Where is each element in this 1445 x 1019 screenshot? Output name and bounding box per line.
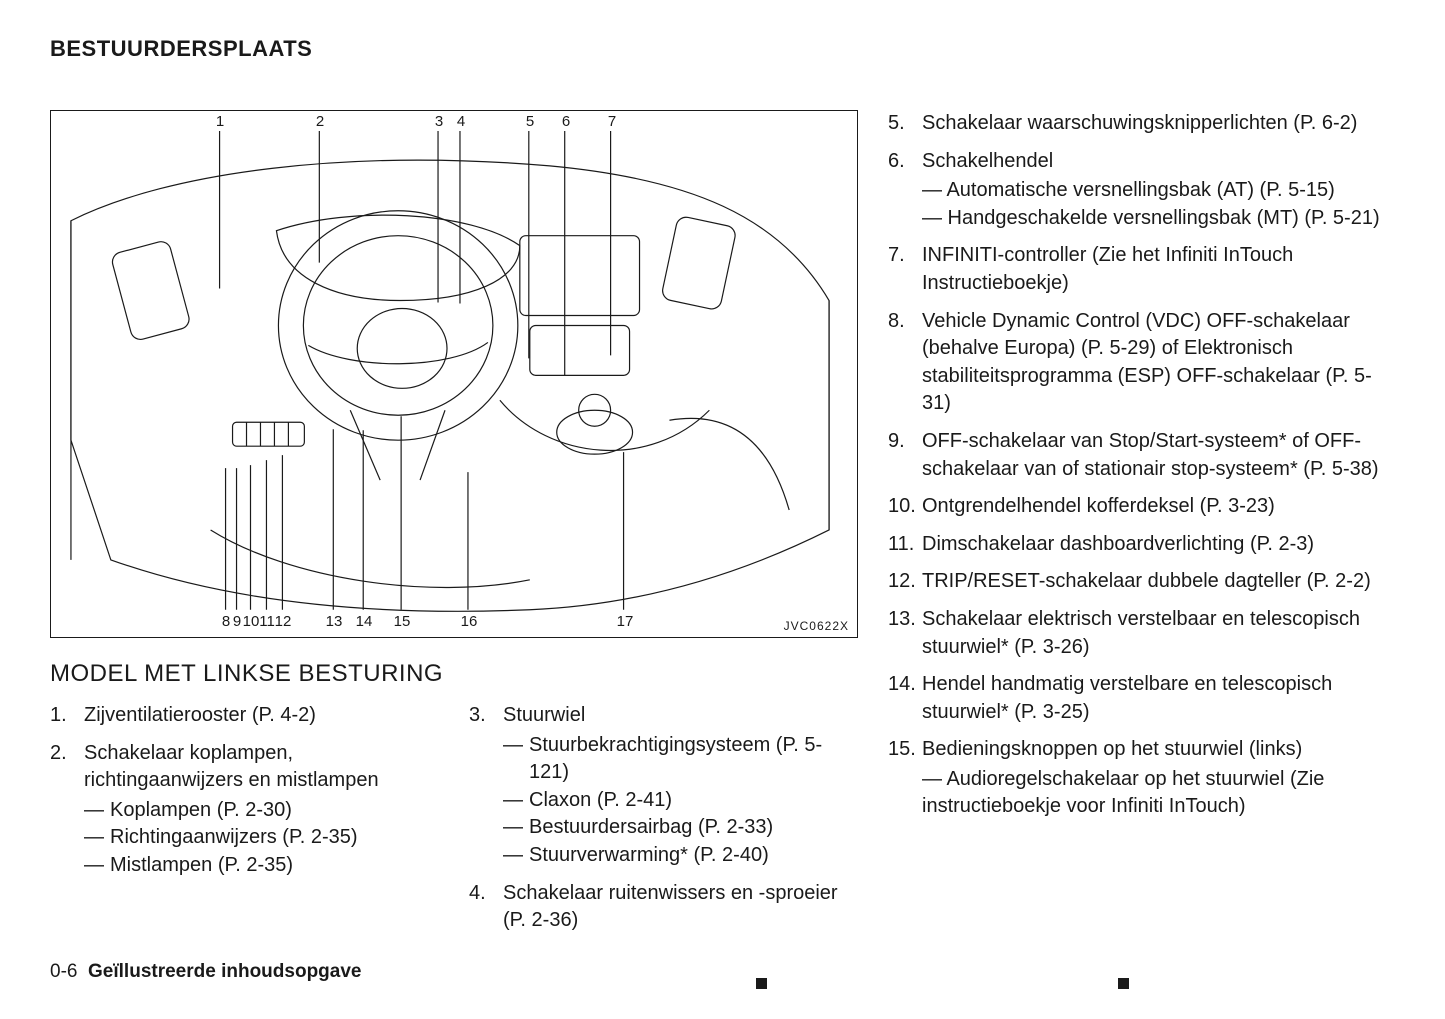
item-number: 9. [888, 428, 916, 456]
crop-mark [1118, 978, 1129, 989]
callout-number: 10 [243, 613, 260, 630]
item-text: Vehicle Dynamic Control (VDC) OFF-schake… [922, 310, 1372, 415]
list-item: 9.OFF-schakelaar van Stop/Start-systeem*… [888, 428, 1395, 483]
item-text: Bedieningsknoppen op het stuurwiel (link… [922, 738, 1302, 760]
callout-number: 5 [526, 113, 534, 130]
sub-list: Stuurbekrachtigingsysteem (P. 5-121)Clax… [503, 732, 860, 870]
sub-item: — Audioregelschakelaar op het stuurwiel … [922, 766, 1395, 821]
dashboard-line-art [51, 111, 857, 638]
subheading: MODEL MET LINKSE BESTURING [50, 660, 860, 688]
sub-block: — Audioregelschakelaar op het stuurwiel … [922, 766, 1395, 821]
list-col-1: 1. Zijventilatierooster (P. 4-2) 2.Schakel… [50, 702, 441, 880]
list-item: 1. Zijventilatierooster (P. 4-2) [50, 702, 441, 730]
left-column: 1234567 891011121314151617 JVC0622X MODE… [50, 110, 860, 945]
list-item: 3. Stuurwiel Stuurbekrachtigingsysteem (P.… [469, 702, 860, 870]
item-number: 12. [888, 568, 916, 596]
item-text: Schakelaar ruitenwissers en -sproeier (P… [503, 882, 838, 932]
item-number: 4. [469, 880, 497, 908]
list-item: 8.Vehicle Dynamic Control (VDC) OFF-scha… [888, 308, 1395, 418]
sub-item: — Automatische versnellingsbak (AT) (P. … [922, 177, 1395, 205]
list-item: 12. TRIP/RESET-schakelaar dubbele dagtell… [888, 568, 1395, 596]
sub-item: — Handgeschakelde versnellingsbak (MT) (… [922, 205, 1395, 233]
list-item: 13.Schakelaar elektrisch verstelbaar en … [888, 606, 1395, 661]
page-title: Geïllustreerde inhoudsopgave [88, 961, 361, 982]
item-number: 10. [888, 493, 916, 521]
sub-item: Stuurverwarming* (P. 2-40) [503, 842, 860, 870]
right-column: 5. Schakelaar waarschuwingsknipperlichten… [888, 110, 1395, 945]
sub-item: Mistlampen (P. 2-35) [84, 852, 441, 880]
list-item: 11. Dimschakelaar dashboardverlichting (P… [888, 531, 1395, 559]
callout-number: 14 [356, 613, 373, 630]
item-number: 1. [50, 702, 78, 730]
item-number: 13. [888, 606, 916, 634]
item-number: 6. [888, 148, 916, 176]
item-text: Stuurwiel [503, 704, 585, 726]
callout-number: 3 [435, 113, 443, 130]
item-number: 3. [469, 702, 497, 730]
item-text: Schakelhendel [922, 150, 1053, 172]
item-text: INFINITI-controller (Zie het Infiniti In… [922, 244, 1293, 294]
page-number: 0-6 [50, 961, 77, 982]
callout-number: 13 [326, 613, 343, 630]
callout-number: 16 [461, 613, 478, 630]
dashboard-figure: 1234567 891011121314151617 JVC0622X [50, 110, 858, 638]
list-item: 6. Schakelhendel — Automatische versnellin… [888, 148, 1395, 233]
item-text: Schakelaar waarschuwingsknipperlichten (… [922, 112, 1357, 134]
item-text: Dimschakelaar dashboardverlichting (P. 2… [922, 533, 1314, 555]
list-item: 4.Schakelaar ruitenwissers en -sproeier … [469, 880, 860, 935]
item-text: Ontgrendelhendel kofferdeksel (P. 3-23) [922, 495, 1275, 517]
sub-item: Stuurbekrachtigingsysteem (P. 5-121) [503, 732, 860, 787]
sub-list: Koplampen (P. 2-30)Richtingaanwijzers (P… [84, 797, 441, 880]
figure-caption: JVC0622X [784, 619, 849, 633]
list-item: 14.Hendel handmatig verstelbare en teles… [888, 671, 1395, 726]
section-title: BESTUURDERSPLAATS [50, 36, 1395, 62]
callout-number: 2 [316, 113, 324, 130]
item-text: TRIP/RESET-schakelaar dubbele dagteller … [922, 570, 1371, 592]
callout-number: 7 [608, 113, 616, 130]
item-text: OFF-schakelaar van Stop/Start-systeem* o… [922, 430, 1379, 480]
item-text: Zijventilatierooster (P. 4-2) [84, 704, 316, 726]
list-item: 7.INFINITI-controller (Zie het Infiniti … [888, 242, 1395, 297]
item-number: 5. [888, 110, 916, 138]
item-number: 15. [888, 736, 916, 764]
item-text: Schakelaar koplampen, richtingaanwijzers… [84, 742, 379, 792]
list-col-3: 5. Schakelaar waarschuwingsknipperlichten… [888, 110, 1395, 821]
below-figure-columns: 1.Zijventilatierooster (P. 4-2)2.Schakel… [50, 702, 860, 945]
callout-number: 1 [216, 113, 224, 130]
sub-item: Bestuurdersairbag (P. 2-33) [503, 814, 860, 842]
list-item: 2.Schakelaar koplampen, richtingaanwijze… [50, 740, 441, 880]
list-item: 15. Bedieningsknoppen op het stuurwiel (l… [888, 736, 1395, 821]
page-footer: 0-6 Geïllustreerde inhoudsopgave [50, 961, 361, 983]
item-number: 7. [888, 242, 916, 270]
item-number: 11. [888, 531, 916, 559]
item-number: 8. [888, 308, 916, 336]
content-row: 1234567 891011121314151617 JVC0622X MODE… [50, 110, 1395, 945]
callout-number: 9 [233, 613, 241, 630]
sub-block: — Automatische versnellingsbak (AT) (P. … [922, 177, 1395, 232]
callout-number: 11 [259, 613, 275, 630]
sub-item: Koplampen (P. 2-30) [84, 797, 441, 825]
list-item: 5. Schakelaar waarschuwingsknipperlichten… [888, 110, 1395, 138]
callout-number: 12 [275, 613, 292, 630]
sub-item: Richtingaanwijzers (P. 2-35) [84, 824, 441, 852]
list-item: 10. Ontgrendelhendel kofferdeksel (P. 3-2… [888, 493, 1395, 521]
sub-item: Claxon (P. 2-41) [503, 787, 860, 815]
callout-number: 15 [394, 613, 411, 630]
crop-mark [756, 978, 767, 989]
item-number: 2. [50, 740, 78, 768]
callout-number: 4 [457, 113, 465, 130]
item-text: Hendel handmatig verstelbare en telescop… [922, 673, 1332, 723]
list-col-2: 3. Stuurwiel Stuurbekrachtigingsysteem (P.… [469, 702, 860, 935]
callout-number: 17 [617, 613, 634, 630]
callout-number: 6 [562, 113, 570, 130]
item-number: 14. [888, 671, 916, 699]
callout-number: 8 [222, 613, 230, 630]
item-text: Schakelaar elektrisch verstelbaar en tel… [922, 608, 1360, 658]
